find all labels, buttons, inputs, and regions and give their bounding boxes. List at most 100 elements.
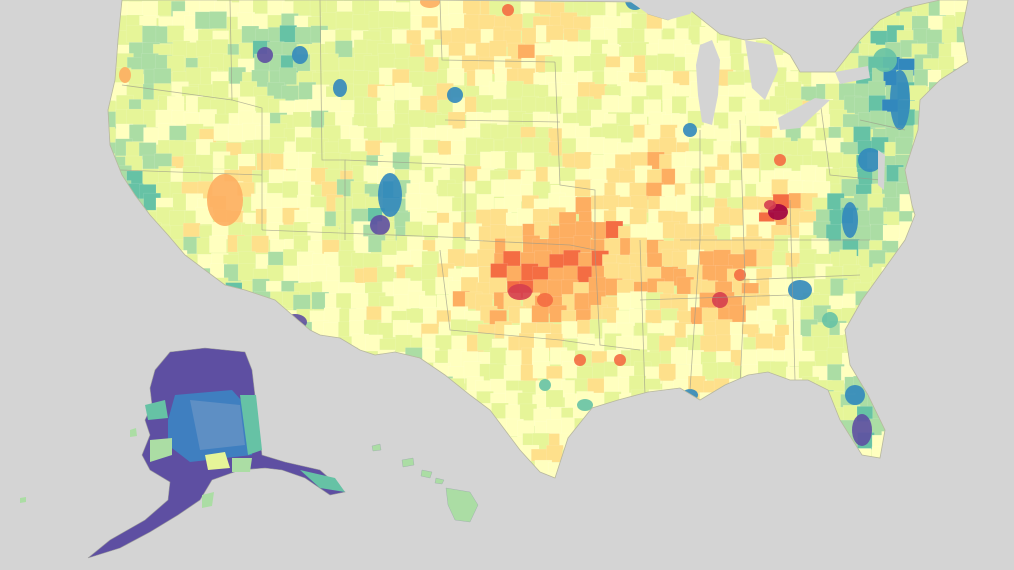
county-cluster (170, 260, 186, 276)
county-patch (867, 334, 885, 352)
county-patch (783, 417, 802, 436)
county-patch (674, 476, 693, 478)
county-patch (899, 473, 917, 478)
county-patch (951, 446, 968, 465)
county-patch (184, 309, 202, 327)
county-patch (603, 376, 622, 394)
county-cluster (537, 293, 553, 307)
county-patch (661, 463, 679, 478)
county-patch (113, 180, 132, 198)
county-patch (115, 420, 133, 438)
county-patch (619, 473, 637, 478)
county-patch (941, 445, 959, 463)
county-patch (476, 193, 495, 212)
county-patch (112, 435, 130, 454)
county-patch (956, 282, 968, 300)
county-patch (688, 436, 707, 455)
county-patch (254, 366, 273, 384)
county-patch (648, 389, 667, 407)
county-patch (630, 403, 648, 422)
county-patch (545, 24, 564, 43)
county-patch (644, 422, 663, 440)
county-patch (965, 195, 968, 214)
county-patch (405, 193, 423, 211)
county-patch (111, 234, 130, 253)
county-patch (479, 418, 498, 436)
county-patch (969, 433, 986, 450)
county-patch (965, 338, 968, 357)
county-patch (253, 336, 272, 354)
county-patch (321, 419, 339, 438)
county-cluster (764, 200, 776, 210)
county-patch (896, 279, 915, 298)
county-patch (783, 476, 801, 478)
county-patch (561, 321, 579, 339)
county-patch (941, 379, 960, 398)
county-patch (800, 164, 818, 183)
county-patch (326, 435, 344, 454)
county-patch (771, 404, 790, 422)
county-patch (325, 394, 344, 412)
county-patch (210, 277, 229, 295)
county-patch (125, 24, 144, 43)
county-patch (127, 264, 145, 282)
county-patch (339, 265, 358, 284)
county-patch (658, 417, 676, 436)
county-patch (939, 463, 957, 478)
county-patch (294, 420, 313, 439)
county-patch (143, 254, 161, 273)
county-patch (729, 123, 748, 142)
county-patch (768, 277, 787, 295)
county-patch (771, 27, 789, 45)
county-patch (965, 406, 968, 425)
county-patch (955, 210, 968, 228)
county-patch (713, 404, 732, 422)
county-patch (883, 444, 902, 463)
county-patch (967, 238, 968, 257)
county-patch (676, 392, 694, 411)
county-patch (728, 378, 747, 397)
county-patch (129, 351, 148, 370)
county-patch (924, 263, 942, 282)
county-patch (741, 459, 760, 477)
county-patch (283, 151, 301, 170)
county-patch (477, 449, 496, 467)
county-patch (814, 41, 832, 59)
county-patch (716, 390, 734, 408)
county-patch (909, 225, 928, 244)
county-patch (954, 178, 968, 197)
county-patch (325, 460, 344, 478)
county-patch (898, 333, 916, 352)
county-patch (268, 394, 287, 412)
county-patch (295, 363, 314, 382)
county-patch (939, 184, 958, 202)
county-patch (787, 435, 806, 453)
county-patch (378, 434, 397, 452)
county-patch (170, 267, 188, 285)
county-patch (450, 436, 469, 455)
county-patch (114, 309, 132, 327)
county-patch (143, 237, 161, 256)
county-patch (437, 196, 455, 214)
county-cluster (257, 47, 273, 63)
county-patch (368, 363, 386, 381)
county-patch (895, 377, 914, 396)
county-patch (618, 393, 637, 412)
county-patch (126, 223, 144, 241)
county-patch (965, 349, 968, 368)
county-patch (111, 394, 129, 412)
county-patch (730, 418, 749, 436)
county-patch (787, 26, 806, 44)
county-patch (965, 141, 968, 159)
county-patch (423, 378, 441, 397)
county-patch (108, 421, 116, 439)
county-patch (928, 81, 947, 100)
county-patch (532, 181, 551, 199)
county-patch (923, 307, 941, 325)
county-patch (494, 475, 512, 478)
county-patch (340, 347, 358, 365)
county-patch (816, 460, 835, 478)
county-patch (774, 379, 792, 398)
county-patch (620, 418, 638, 437)
county-patch (771, 433, 790, 452)
